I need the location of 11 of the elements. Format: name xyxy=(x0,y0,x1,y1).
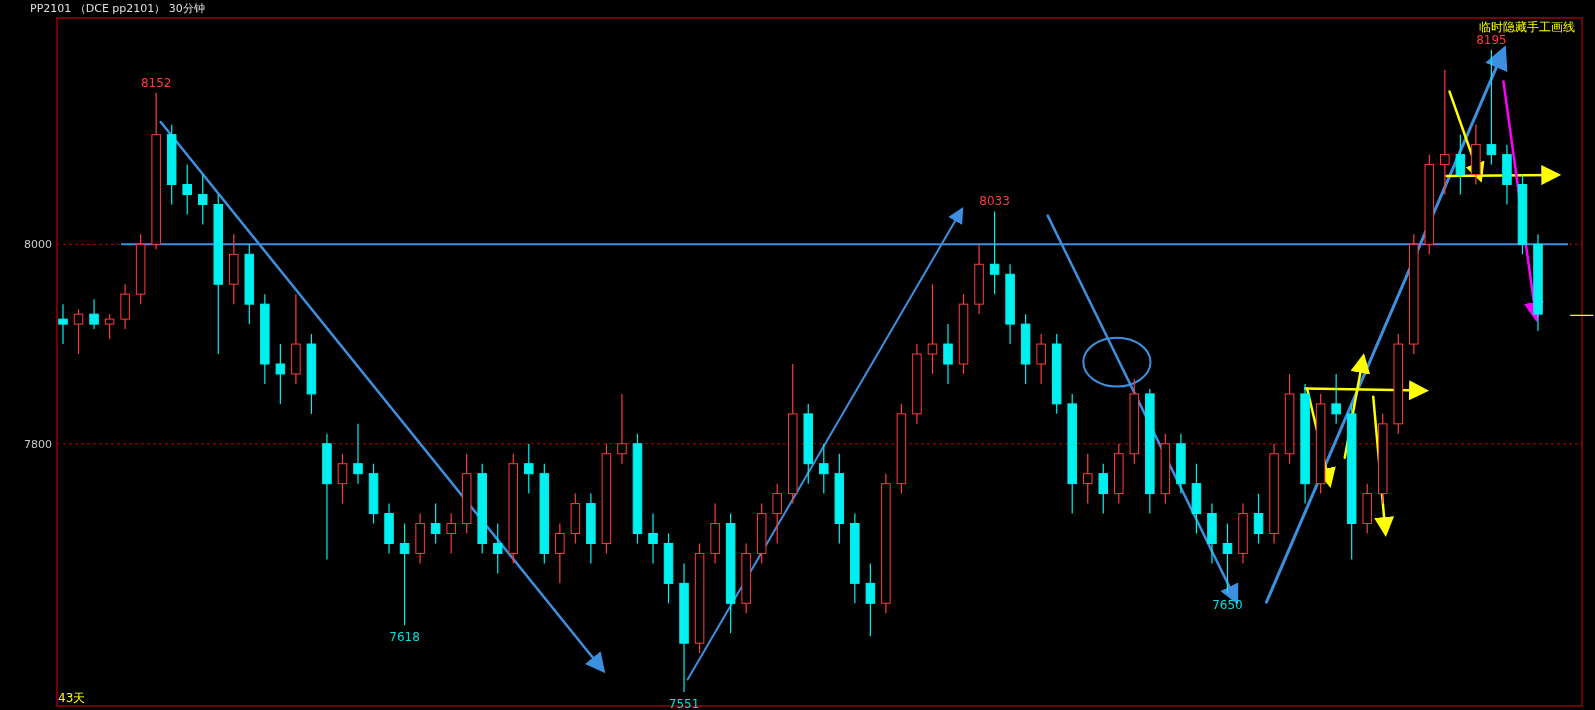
annotation: 8195 xyxy=(1476,32,1507,47)
y-tick-label: 8000 xyxy=(24,238,52,252)
y-tick-label: 7800 xyxy=(24,437,52,451)
annotation: 临时隐藏手工画线 xyxy=(1479,20,1575,34)
title: PP2101 （DCE pp2101） 30分钟 xyxy=(30,2,205,15)
annotation: 7618 xyxy=(389,630,420,645)
annotation: 7551 xyxy=(668,697,700,710)
annotation: 7650 xyxy=(1212,598,1243,613)
annotation: 8033 xyxy=(979,194,1010,209)
annotation: 43天 xyxy=(58,691,86,705)
annotation: 8152 xyxy=(140,75,172,90)
